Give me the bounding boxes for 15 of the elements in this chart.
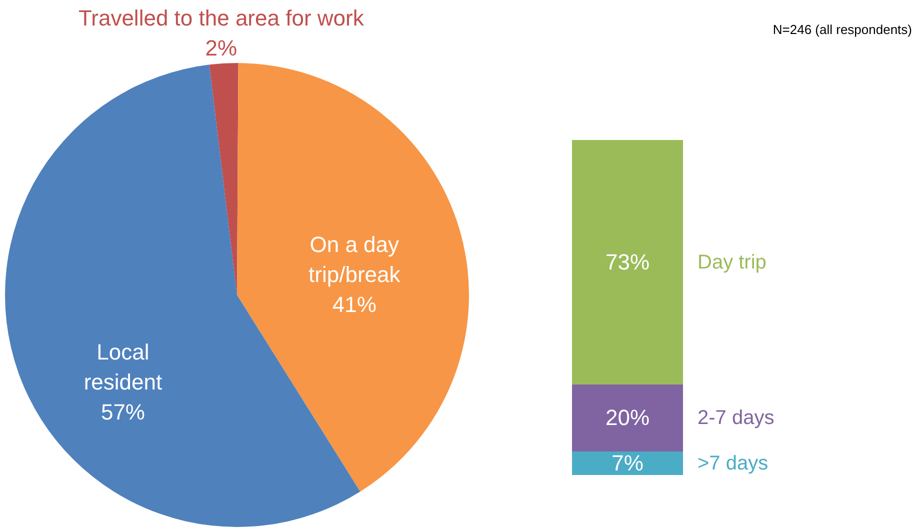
slice-label: On a day trip/break	[308, 232, 402, 287]
series-label: Day trip	[698, 251, 766, 274]
data-label: 7%	[612, 450, 644, 476]
text: N=246 (all respondents)	[772, 22, 912, 37]
data-label: 2%	[205, 35, 238, 60]
slice-label: Local resident	[84, 339, 162, 394]
data-label: 41%	[332, 292, 376, 317]
data-label: 57%	[100, 399, 146, 424]
pie-slice	[209, 63, 238, 295]
series-label: >7 days	[698, 452, 768, 474]
data-label: 73%	[605, 249, 650, 274]
data-label: 20%	[605, 405, 650, 430]
series-label: 2-7 days	[698, 407, 774, 430]
pie-slice	[237, 63, 469, 492]
slice-label: Travelled to the area for work	[78, 5, 365, 30]
